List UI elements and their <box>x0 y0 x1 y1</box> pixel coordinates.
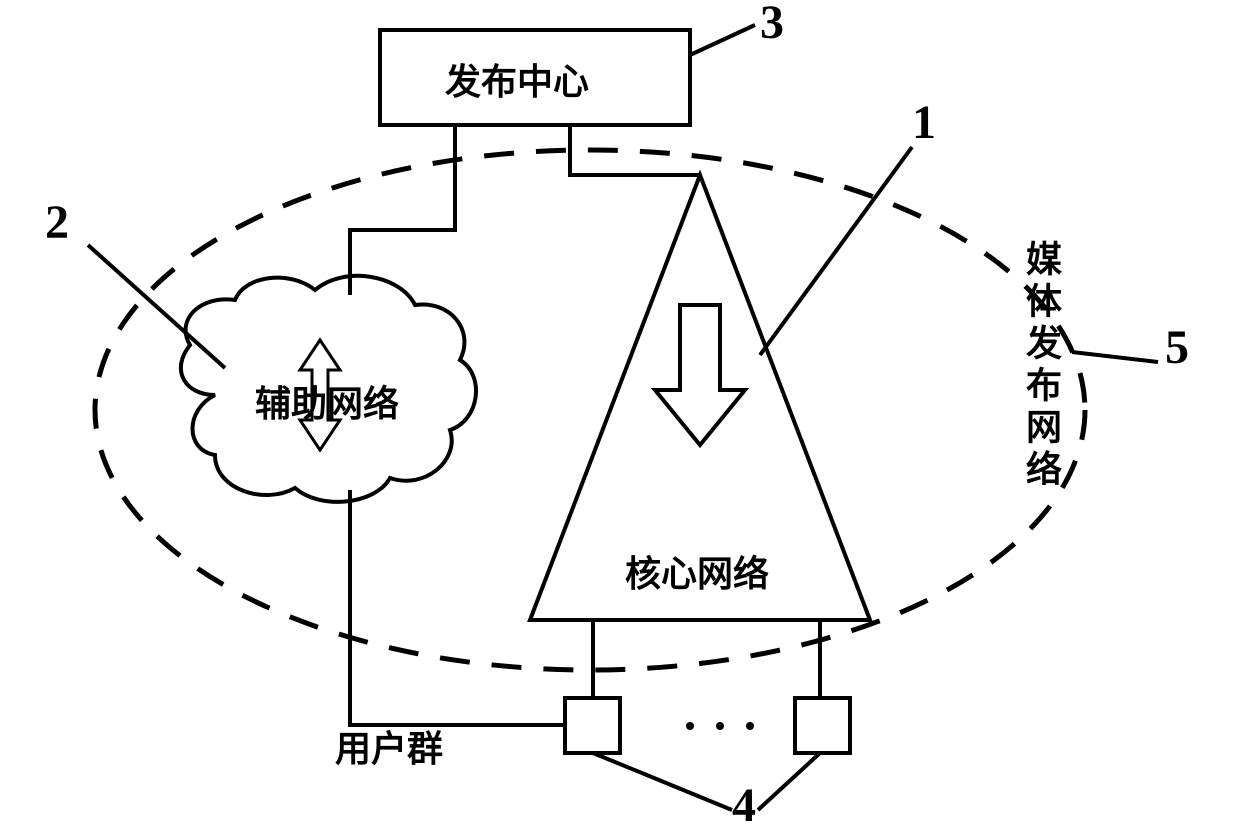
number-2: 2 <box>45 195 69 250</box>
user-box-2 <box>795 698 850 753</box>
user-box-1 <box>565 698 620 753</box>
edge-center-cloud <box>350 125 455 295</box>
ellipse-label: 媒体发布网络 <box>1015 240 1067 492</box>
aux-cloud-label: 辅助网络 <box>255 375 399 427</box>
user-group-label: 用户群 <box>335 720 443 772</box>
leader-4b <box>758 753 820 810</box>
number-4: 4 <box>732 778 756 833</box>
number-3: 3 <box>760 0 784 50</box>
leader-4a <box>593 753 732 810</box>
center-box-label: 发布中心 <box>445 53 589 105</box>
core-triangle-label: 核心网络 <box>625 545 769 597</box>
number-1: 1 <box>912 95 936 150</box>
leader-3 <box>690 25 755 55</box>
leader-1 <box>760 147 912 355</box>
number-5: 5 <box>1165 320 1189 375</box>
leader-5 <box>1072 352 1158 362</box>
